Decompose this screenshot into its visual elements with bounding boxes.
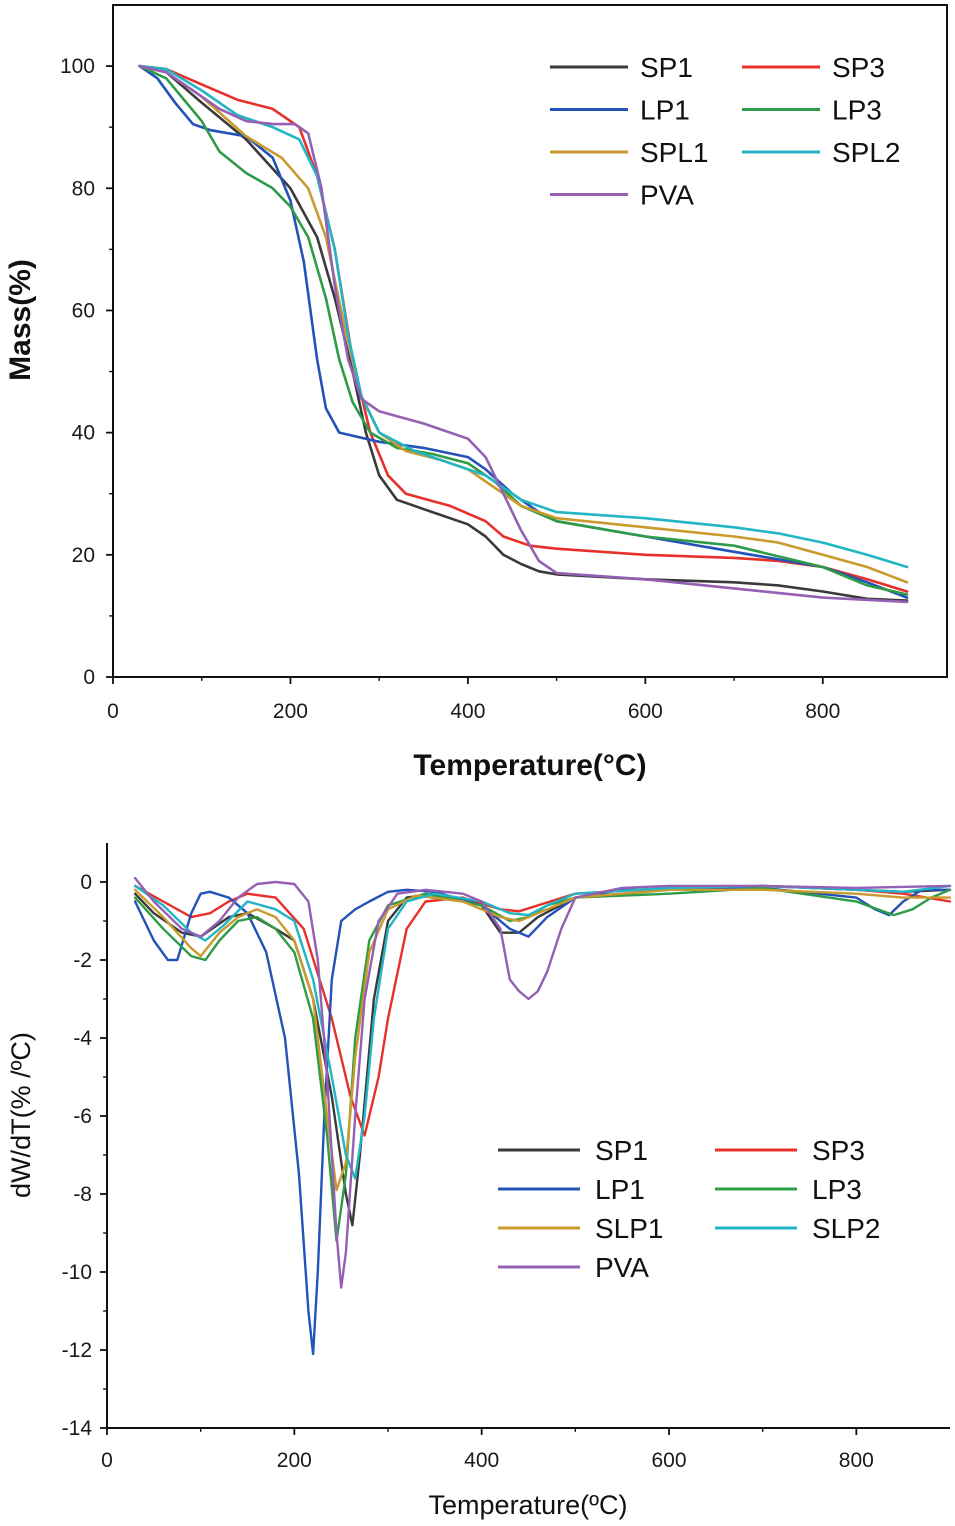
series-line-slp1 — [133, 888, 952, 1192]
series-line-lp3 — [133, 886, 952, 1242]
series-line-lp3 — [138, 64, 909, 596]
y-tick-labels: 0 20 40 60 80 100 — [60, 55, 95, 689]
tick-marks — [106, 65, 824, 684]
legend-label-spl2: SPL2 — [832, 137, 901, 168]
y-tick-label: -14 — [62, 1417, 93, 1440]
legend-label-lp3: LP3 — [812, 1174, 862, 1205]
x-tick-label: 600 — [628, 700, 663, 723]
legend-label-lp1: LP1 — [640, 95, 690, 126]
x-tick-label: 800 — [805, 700, 840, 723]
x-tick-label: 0 — [101, 1449, 113, 1472]
legend-label-pva: PVA — [640, 180, 694, 211]
y-tick-label: -6 — [73, 1105, 92, 1128]
x-tick-label: 400 — [464, 1449, 499, 1472]
series-line-sp1 — [138, 64, 909, 602]
x-tick-label: 600 — [651, 1449, 686, 1472]
series-lines — [133, 876, 952, 1356]
series-line-slp2 — [133, 884, 952, 1180]
plot-frame — [112, 4, 948, 678]
series-line-pva — [138, 64, 909, 604]
y-tick-label: -4 — [73, 1027, 92, 1050]
legend-label-sp1: SP1 — [595, 1135, 648, 1166]
x-axis-title: Temperature(ºC) — [429, 1490, 628, 1520]
legend-label-lp3: LP3 — [832, 95, 882, 126]
legend-label-slp2: SLP2 — [812, 1213, 881, 1244]
x-axis-title: Temperature(°C) — [413, 749, 646, 782]
legend: SP1 SP3 LP1 LP3 SPL1 SPL2 PVA — [550, 52, 901, 211]
y-tick-labels: -14 -12 -10 -8 -6 -4 -2 0 — [62, 871, 93, 1440]
tick-marks — [100, 881, 858, 1435]
x-tick-label: 200 — [273, 700, 308, 723]
series-line-sp3 — [138, 64, 909, 593]
x-tick-label: 200 — [277, 1449, 312, 1472]
legend-label-spl1: SPL1 — [640, 137, 709, 168]
y-tick-label: -2 — [73, 949, 92, 972]
y-tick-label: 0 — [83, 666, 95, 689]
x-tick-label: 800 — [839, 1449, 874, 1472]
legend-label-lp1: LP1 — [595, 1174, 645, 1205]
mass-loss-chart: 0 200 400 600 800 0 20 40 60 80 100 Temperature(°… — [4, 4, 948, 782]
y-tick-label: 100 — [60, 55, 95, 78]
y-tick-label: -8 — [73, 1183, 92, 1206]
y-axis-title: dW/dT(% /ºC) — [6, 1032, 36, 1198]
series-line-lp1 — [138, 64, 909, 599]
x-tick-labels: 0 200 400 600 800 — [101, 1449, 874, 1472]
series-line-pva — [133, 876, 952, 1289]
legend-label-sp3: SP3 — [812, 1135, 865, 1166]
x-tick-label: 400 — [450, 700, 485, 723]
y-axis-title: Mass(%) — [4, 259, 37, 381]
y-tick-label: 60 — [72, 299, 95, 322]
x-tick-label: 0 — [107, 700, 119, 723]
y-tick-label: 0 — [80, 871, 92, 894]
y-tick-label: -10 — [62, 1261, 92, 1284]
series-lines — [138, 64, 909, 604]
legend-label-slp1: SLP1 — [595, 1213, 664, 1244]
legend-label-sp3: SP3 — [832, 52, 885, 83]
series-line-lp1 — [133, 886, 952, 1356]
series-line-spl1 — [138, 64, 909, 584]
legend: SP1 SP3 LP1 LP3 SLP1 SLP2 PVA — [498, 1135, 881, 1283]
derivative-chart: 0 200 400 600 800 -14 -12 -10 -8 -6 -4 -2 0 Tempera… — [6, 843, 952, 1520]
y-tick-label: 40 — [72, 422, 95, 445]
y-tick-label: 80 — [72, 177, 95, 200]
legend-label-pva: PVA — [595, 1252, 649, 1283]
y-tick-label: -12 — [62, 1339, 92, 1362]
legend-label-sp1: SP1 — [640, 52, 693, 83]
x-tick-labels: 0 200 400 600 800 — [107, 700, 840, 723]
y-tick-label: 20 — [72, 544, 95, 567]
